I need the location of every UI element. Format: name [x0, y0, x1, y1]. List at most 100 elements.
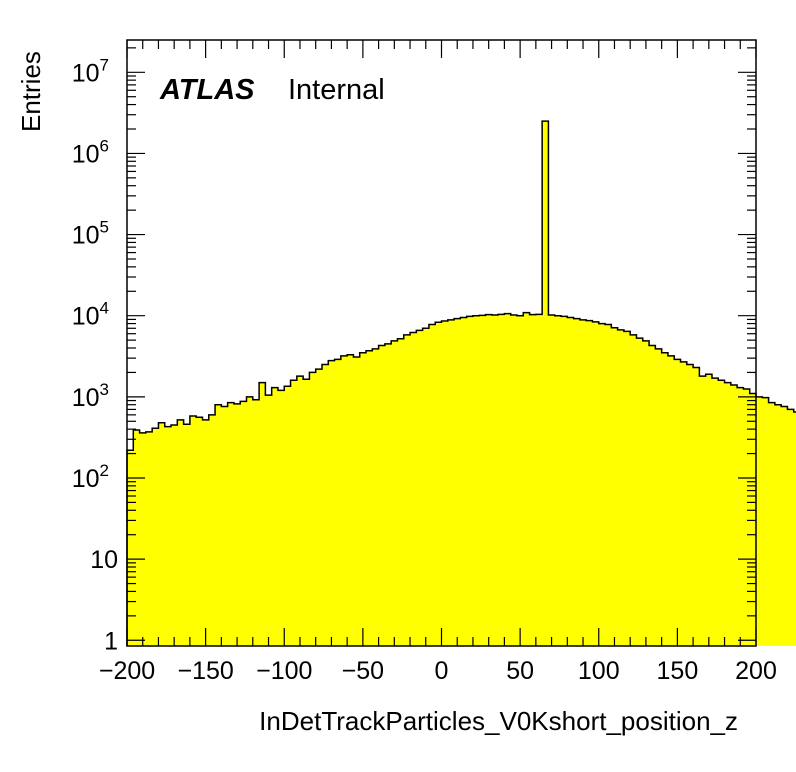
histogram-bin: [787, 409, 795, 646]
x-tick-label: 100: [578, 657, 620, 685]
histogram-bin: [737, 387, 745, 646]
histogram-bin: [510, 315, 518, 646]
histogram-bin: [460, 317, 468, 646]
histogram-bin: [259, 382, 266, 646]
histogram-bin: [133, 430, 141, 646]
tick-labels: −200 −150 −100 −50 0 50 100 150 200 1 10 102 103 104 1…: [72, 55, 777, 685]
histogram-bin: [636, 338, 644, 646]
histogram-bin: [416, 330, 424, 646]
histogram-bin: [667, 355, 675, 646]
x-tick-label: −150: [177, 657, 233, 685]
y-axis-title: Entries: [16, 51, 46, 132]
y-tick-label: 105: [72, 218, 109, 250]
histogram-bin: [321, 364, 329, 646]
histogram-bin: [592, 321, 600, 646]
x-tick-label: −50: [342, 657, 384, 685]
histogram-bin: [529, 314, 537, 646]
histogram-bin: [208, 414, 216, 646]
histogram-bin: [774, 404, 782, 646]
y-tick-label: 107: [72, 55, 109, 87]
histogram-bin: [623, 331, 631, 646]
histogram-bin: [189, 416, 197, 646]
histogram-bin: [554, 315, 562, 646]
histogram-bin: [397, 338, 405, 646]
y-tick-label: 10: [90, 546, 118, 574]
histogram-bin: [215, 404, 222, 646]
histogram-bin: [296, 376, 304, 646]
histogram-bin: [699, 376, 707, 646]
histogram-bin: [762, 397, 770, 646]
histogram-bin: [328, 360, 336, 646]
histogram-bin: [781, 406, 789, 646]
histogram-bin: [277, 390, 285, 646]
histogram-bin: [240, 401, 248, 646]
histogram-bin: [196, 417, 204, 646]
histogram-bin: [491, 315, 499, 646]
histogram-bin: [561, 316, 568, 646]
histogram-bin: [164, 426, 172, 646]
x-tick-label: 50: [506, 657, 534, 685]
histogram-bin: [523, 312, 531, 646]
histogram-bin: [422, 328, 430, 646]
histogram-bin: [693, 367, 700, 646]
histogram-bin: [309, 372, 317, 646]
histogram-bin: [127, 450, 134, 646]
histogram-bin: [139, 432, 147, 646]
histogram-bin: [171, 424, 178, 646]
x-tick-label: −200: [99, 657, 155, 685]
histogram-bin: [485, 314, 493, 646]
plot-frame: [126, 39, 757, 647]
histogram-bin: [793, 412, 796, 646]
histogram-bin: [315, 369, 323, 646]
histogram-bin: [611, 327, 619, 646]
histogram-bin: [756, 396, 763, 646]
histogram-bin: [353, 356, 361, 646]
histogram-bin: [642, 340, 650, 646]
histogram-bin: [372, 348, 380, 646]
histogram-bin: [711, 378, 719, 646]
y-tick-label: 106: [72, 136, 109, 168]
histogram-bin: [384, 343, 392, 646]
histogram-bin: [743, 388, 751, 646]
histogram-bin: [542, 121, 550, 646]
histogram-bin: [403, 334, 411, 646]
histogram-bin: [252, 399, 260, 646]
histogram-bin: [428, 324, 436, 646]
histogram-bin: [158, 422, 166, 646]
histogram-bin: [290, 380, 298, 646]
histogram-bin: [598, 323, 606, 646]
histogram-bin: [498, 314, 505, 646]
histogram-bin: [567, 317, 575, 646]
x-tick-label: 0: [435, 657, 449, 685]
histogram-bin: [479, 315, 487, 646]
histogram-bin: [718, 380, 726, 646]
histogram-bin: [334, 359, 342, 646]
histogram-bin: [340, 355, 348, 646]
histogram-bin: [202, 419, 210, 646]
histogram-bin: [768, 402, 776, 646]
histogram-bin: [183, 424, 191, 646]
histogram-bin: [359, 352, 367, 646]
histogram-bin: [366, 350, 373, 646]
histogram-bin: [284, 386, 292, 646]
histogram-bin: [548, 315, 556, 646]
histogram-bin: [579, 319, 587, 646]
histogram-bin: [730, 384, 738, 646]
histogram-bin: [661, 352, 669, 646]
histogram-bin: [586, 320, 594, 646]
histogram-bin: [410, 332, 417, 646]
histogram-bin: [265, 395, 273, 646]
y-tick-label: 1: [104, 627, 118, 655]
y-tick-label: 102: [72, 461, 109, 493]
histogram-bin: [535, 314, 543, 646]
internal-label: Internal: [288, 74, 385, 106]
histogram-bin: [145, 431, 153, 646]
histogram-bin: [447, 319, 455, 646]
histogram-bin: [573, 318, 581, 646]
histogram-bin: [649, 345, 656, 646]
histogram-bin: [378, 345, 386, 646]
x-axis-title: InDetTrackParticles_V0Kshort_position_z: [259, 706, 738, 736]
histogram-bin: [630, 334, 638, 646]
histogram-bin: [347, 354, 355, 646]
